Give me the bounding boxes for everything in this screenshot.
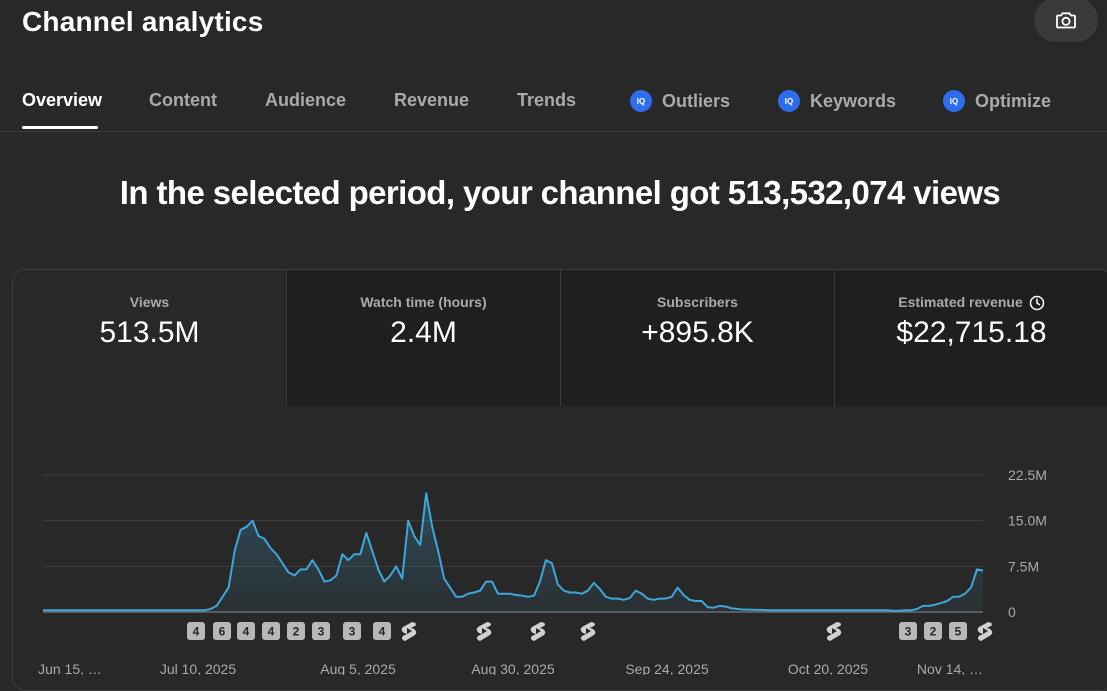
video-count-badge — [262, 622, 280, 640]
video-count-badge — [237, 622, 255, 640]
metric-label-row: Estimated revenue — [835, 294, 1107, 311]
metric-label: Subscribers — [657, 294, 738, 310]
play-icon — [482, 628, 487, 634]
vidiq-icon: IQ — [778, 90, 800, 112]
video-count-label: 6 — [219, 625, 226, 639]
video-count-badge — [213, 622, 231, 640]
y-tick-label: 7.5M — [1008, 558, 1039, 574]
x-tick-label: Aug 5, 2025 — [320, 661, 396, 675]
tab-optimize[interactable]: IQ Optimize — [943, 90, 1051, 112]
video-count-label: 5 — [955, 625, 962, 639]
video-count-label: 2 — [293, 625, 300, 639]
video-count-label: 3 — [905, 625, 912, 639]
metric-value: 2.4M — [390, 316, 457, 349]
video-count-badge — [187, 622, 205, 640]
x-tick-label: Aug 30, 2025 — [471, 661, 555, 675]
x-tick-label: Nov 14, … — [917, 661, 983, 675]
video-count-label: 4 — [243, 625, 250, 639]
page-title: Channel analytics — [22, 6, 264, 37]
video-count-badge — [899, 622, 917, 640]
tab-label: Keywords — [810, 90, 897, 111]
tab-label: Revenue — [394, 90, 470, 110]
metric-watch-time[interactable]: Watch time (hours) 2.4M — [287, 270, 561, 406]
clock-icon[interactable] — [1029, 295, 1045, 311]
video-count-badge — [312, 622, 330, 640]
tab-label: Optimize — [975, 90, 1052, 111]
tab-label: Content — [149, 90, 217, 110]
metric-label: Watch time (hours) — [360, 294, 487, 310]
metric-label: Estimated revenue — [898, 294, 1023, 310]
tab-trends[interactable]: Trends — [517, 90, 576, 111]
metric-value: $22,715.18 — [896, 316, 1047, 349]
screenshot-button[interactable] — [1034, 0, 1098, 42]
views-chart[interactable]: 22.5M 15.0M 7.5M 0 Jun 15, … Jul 10, 2025 Aug … — [0, 0, 1107, 675]
video-count-badge — [373, 622, 391, 640]
video-count-label: 4 — [379, 625, 386, 639]
tab-label: Overview — [22, 90, 103, 110]
tab-content[interactable]: Content — [149, 90, 217, 111]
metric-value: +895.8K — [641, 316, 754, 349]
tab-outliers[interactable]: IQ Outliers — [630, 90, 730, 112]
video-count-badge — [343, 622, 361, 640]
play-icon — [586, 628, 591, 634]
metric-value: 513.5M — [99, 316, 200, 349]
y-tick-label: 15.0M — [1008, 513, 1047, 529]
tab-audience[interactable]: Audience — [265, 90, 346, 111]
vidiq-icon: IQ — [943, 90, 965, 112]
video-count-label: 4 — [268, 625, 275, 639]
x-tick-label: Sep 24, 2025 — [625, 661, 709, 675]
tab-label: Audience — [265, 90, 347, 110]
video-count-label: 3 — [318, 625, 325, 639]
y-tick-label: 0 — [1008, 604, 1016, 620]
video-count-badge — [949, 622, 967, 640]
camera-icon — [1056, 12, 1076, 29]
metric-views[interactable]: Views 513.5M — [13, 270, 287, 406]
video-count-badge — [287, 622, 305, 640]
play-icon — [983, 628, 988, 634]
metric-subscribers[interactable]: Subscribers +895.8K — [561, 270, 835, 406]
x-tick-label: Oct 20, 2025 — [788, 661, 868, 675]
video-count-label: 2 — [930, 625, 937, 639]
y-tick-label: 22.5M — [1008, 467, 1047, 483]
vidiq-icon: IQ — [630, 90, 652, 112]
period-summary: In the selected period, your channel got… — [119, 174, 1001, 211]
video-count-badge — [924, 622, 942, 640]
tab-label: Trends — [517, 90, 577, 110]
overview-card: Views 513.5M Watch time (hours) 2.4M Sub… — [12, 269, 1107, 691]
play-icon — [536, 628, 541, 634]
tab-bar: Overview Content Audience Revenue Trends… — [0, 70, 1107, 132]
x-tick-label: Jun 15, … — [38, 661, 102, 675]
tab-keywords[interactable]: IQ Keywords — [778, 90, 896, 112]
metric-label: Views — [129, 294, 170, 310]
series-line — [43, 492, 984, 612]
x-tick-label: Jul 10, 2025 — [160, 661, 236, 675]
series-area — [43, 493, 983, 612]
tab-overview[interactable]: Overview — [22, 90, 102, 111]
video-count-label: 4 — [193, 625, 200, 639]
play-icon — [832, 628, 837, 634]
play-icon — [407, 628, 412, 634]
metric-revenue[interactable]: Estimated revenue $22,715.18 — [835, 270, 1107, 406]
metric-tabs: Views 513.5M Watch time (hours) 2.4M Sub… — [13, 270, 1107, 406]
tab-label: Outliers — [662, 90, 731, 111]
tab-revenue[interactable]: Revenue — [394, 90, 469, 111]
video-count-label: 3 — [349, 625, 356, 639]
active-tab-indicator — [22, 126, 98, 129]
